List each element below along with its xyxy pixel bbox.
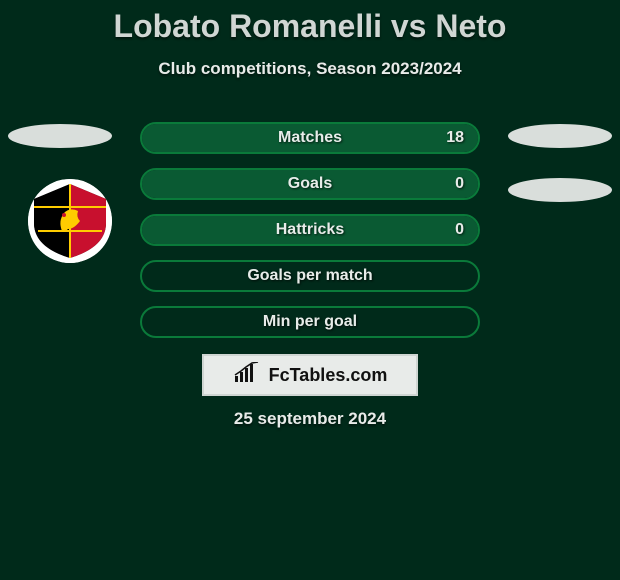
stat-row: Hattricks0 [140,214,480,246]
subtitle: Club competitions, Season 2023/2024 [0,59,620,79]
stat-value: 0 [455,216,464,244]
player-right-placeholder-1 [508,124,612,148]
stat-value: 0 [455,170,464,198]
brand-text: FcTables.com [269,365,388,386]
page-title: Lobato Romanelli vs Neto [0,0,620,45]
date-text: 25 september 2024 [0,409,620,429]
stat-label: Goals [142,170,478,198]
stat-rows: Matches18Goals0Hattricks0Goals per match… [140,122,480,352]
stat-label: Hattricks [142,216,478,244]
brand-chart-icon [233,362,261,389]
stat-value: 18 [446,124,464,152]
stat-label: Matches [142,124,478,152]
club-badge [28,179,112,263]
stat-row: Goals per match [140,260,480,292]
player-right-placeholder-2 [508,178,612,202]
brand-box: FcTables.com [202,354,418,396]
stat-label: Goals per match [142,262,478,290]
stat-row: Min per goal [140,306,480,338]
player-left-placeholder [8,124,112,148]
stat-row: Matches18 [140,122,480,154]
stat-row: Goals0 [140,168,480,200]
stat-label: Min per goal [142,308,478,336]
